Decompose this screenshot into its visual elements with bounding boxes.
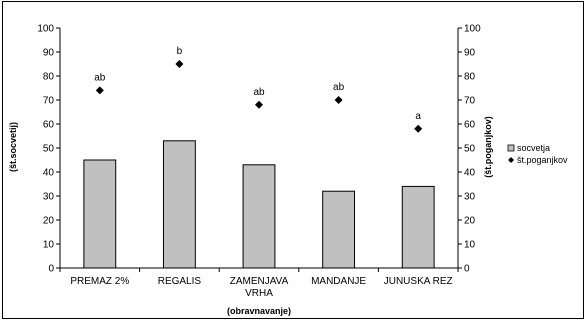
category-label: PREMAZ 2% bbox=[70, 276, 129, 287]
point-st-poganjkov bbox=[334, 96, 343, 104]
bar-socvetja bbox=[242, 164, 276, 269]
category-label: ZAMENJAVA bbox=[230, 276, 289, 287]
y2-tick-label: 10 bbox=[464, 240, 476, 251]
point-label: a bbox=[415, 111, 421, 122]
y2-tick-label: 50 bbox=[464, 144, 476, 155]
y2-tick-label: 70 bbox=[464, 96, 476, 107]
y-tick-label: 60 bbox=[43, 120, 55, 131]
point-st-poganjkov bbox=[255, 100, 263, 109]
y2-tick-label: 100 bbox=[464, 24, 481, 35]
y-tick-label: 90 bbox=[43, 48, 55, 59]
y-tick-label: 10 bbox=[43, 240, 55, 251]
y2-tick-label: 20 bbox=[464, 216, 476, 227]
y-tick-label: 20 bbox=[43, 216, 55, 227]
point-label: b bbox=[177, 46, 183, 57]
y2-axis-title: (št.poganjkov) bbox=[483, 116, 493, 178]
y-tick-label: 100 bbox=[37, 24, 54, 35]
legend-label-socvetja: socvetja bbox=[517, 143, 550, 153]
y2-tick-label: 40 bbox=[464, 168, 476, 179]
y2-tick-label: 60 bbox=[464, 120, 476, 131]
point-st-poganjkov bbox=[414, 124, 423, 133]
bar-socvetja bbox=[401, 185, 435, 269]
y-tick-label: 30 bbox=[43, 192, 55, 203]
y2-tick-label: 0 bbox=[464, 264, 470, 275]
legend-label-st-poganjkov: št.poganjkov bbox=[517, 155, 568, 165]
chart-frame bbox=[2, 1, 584, 319]
legend-swatch-st-poganjkov bbox=[508, 157, 514, 163]
plot-area: 0 0 10 10 20 20 30 30 40 40 50 50 60 60 70 70 80 80 90 90 10… bbox=[37, 24, 481, 300]
y-tick-label: 70 bbox=[43, 96, 55, 107]
category-label: JUNUSKA REZ bbox=[384, 276, 453, 287]
y-tick-label: 80 bbox=[43, 72, 55, 83]
point-st-poganjkov bbox=[175, 60, 184, 68]
y-tick-label: 50 bbox=[43, 144, 55, 155]
bar-socvetja bbox=[322, 190, 356, 269]
point-label: ab bbox=[253, 87, 265, 98]
y2-tick-label: 80 bbox=[464, 72, 476, 83]
bar-socvetja bbox=[83, 159, 117, 269]
bar-socvetja bbox=[162, 140, 196, 269]
point-label: ab bbox=[94, 72, 106, 83]
y-tick-label: 0 bbox=[48, 264, 54, 275]
x-axis-title: (obravnavanje) bbox=[227, 306, 291, 316]
category-label: REGALIS bbox=[158, 276, 202, 287]
y2-tick-label: 90 bbox=[464, 48, 476, 59]
y-axis-title: (št.socvetij) bbox=[8, 122, 18, 172]
y2-tick-label: 30 bbox=[464, 192, 476, 203]
legend: socvetja št.poganjkov bbox=[507, 143, 568, 165]
category-label: VRHA bbox=[245, 288, 273, 299]
point-st-poganjkov bbox=[95, 86, 104, 95]
legend-swatch-socvetja bbox=[507, 144, 515, 152]
y-tick-label: 40 bbox=[43, 168, 55, 179]
point-label: ab bbox=[333, 82, 345, 93]
category-label: MANDANJE bbox=[311, 276, 366, 287]
